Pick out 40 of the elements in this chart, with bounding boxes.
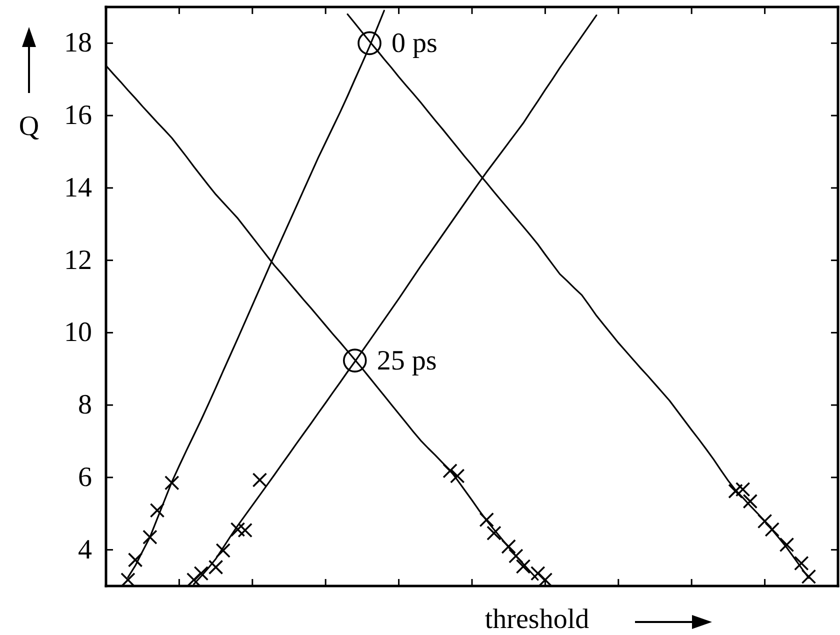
point (508, 548, 524, 564)
y-tick-label: 16 (64, 100, 92, 132)
point (764, 522, 780, 537)
point (358, 31, 382, 56)
y-axis-title: Q (18, 110, 40, 142)
y-tick-label: 12 (64, 244, 92, 276)
point (757, 514, 772, 529)
point (479, 512, 494, 528)
point (142, 530, 158, 545)
y-tick-label: 18 (64, 28, 92, 59)
point (801, 569, 816, 584)
annotation: 25 ps (376, 345, 437, 376)
point (516, 559, 531, 574)
point (794, 556, 809, 571)
point (735, 482, 750, 497)
point (450, 468, 465, 484)
x-axis-title: threshold (484, 604, 590, 635)
point (128, 552, 143, 568)
point (150, 502, 165, 518)
point (779, 537, 794, 552)
point (742, 494, 758, 509)
point (501, 539, 516, 554)
point (208, 560, 224, 575)
y-tick-label: 10 (64, 317, 92, 348)
point (216, 543, 231, 558)
point (486, 526, 502, 541)
point (194, 566, 209, 581)
point (442, 464, 458, 478)
point (230, 522, 246, 537)
point (342, 348, 367, 372)
point (252, 472, 268, 488)
point (728, 484, 743, 499)
y-tick-label: 14 (64, 172, 92, 204)
y-tick-label: 6 (78, 462, 92, 493)
y-tick-label: 4 (78, 534, 92, 566)
point (238, 522, 252, 538)
annotation: 0 ps (392, 28, 438, 59)
point (164, 475, 180, 490)
y-tick-label: 8 (78, 390, 92, 421)
point (530, 566, 546, 581)
